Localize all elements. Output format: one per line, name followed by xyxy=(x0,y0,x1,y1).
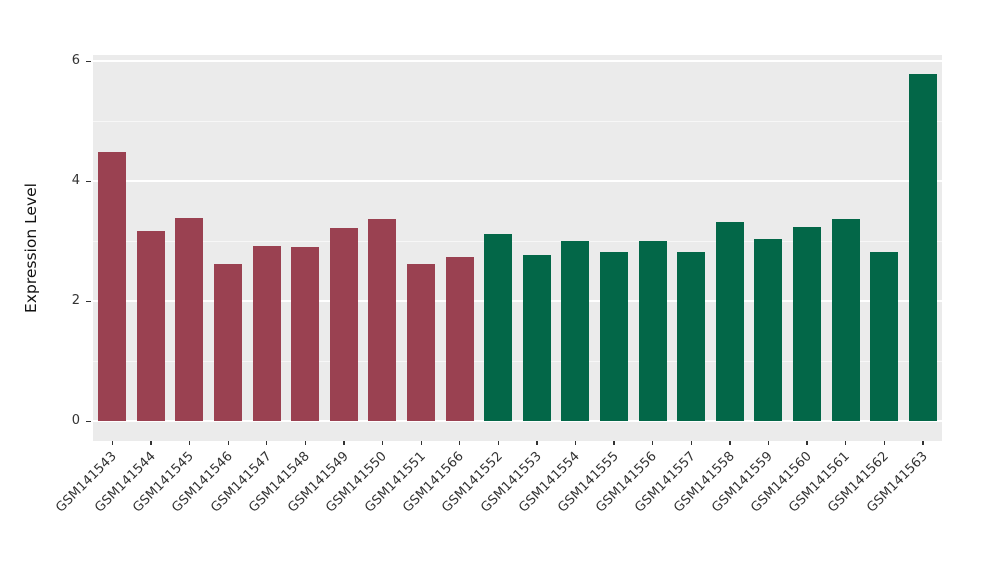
y-axis: 0 2 4 6 xyxy=(0,53,93,441)
x-tick-mark xyxy=(536,441,538,445)
x-tick-mark xyxy=(188,441,191,445)
bar-GSM141557 xyxy=(677,251,706,421)
bar-GSM141550 xyxy=(368,219,397,421)
plot-panel xyxy=(93,55,942,441)
y-tick-label: 4 xyxy=(71,173,80,188)
x-tick-mark xyxy=(343,441,345,445)
x-tick-mark xyxy=(459,441,461,445)
gridline-minor xyxy=(93,360,942,362)
gridline-major xyxy=(93,420,942,422)
bar-GSM141547 xyxy=(252,245,281,421)
bar-GSM141546 xyxy=(214,263,243,421)
x-tick-mark xyxy=(227,441,229,445)
x-tick-mark xyxy=(652,441,654,445)
bar-GSM141544 xyxy=(136,231,165,421)
bar-GSM141554 xyxy=(561,241,590,421)
y-tick-mark xyxy=(86,301,91,303)
bar-GSM141566 xyxy=(445,256,474,421)
x-tick-mark xyxy=(729,441,731,445)
bar-GSM141560 xyxy=(792,227,821,421)
x-axis: GSM141543 GSM141544 GSM141545 GSM141546 GSM1… xyxy=(53,441,942,571)
x-tick-mark xyxy=(883,441,885,445)
bar-GSM141549 xyxy=(329,227,358,421)
bar-GSM141559 xyxy=(754,239,783,421)
bar-GSM141548 xyxy=(291,247,320,421)
bar-GSM141555 xyxy=(599,251,628,421)
x-tick-mark xyxy=(266,441,268,445)
bar-GSM141562 xyxy=(870,252,899,421)
y-tick-mark xyxy=(86,61,91,63)
bar-GSM141545 xyxy=(175,218,204,421)
x-tick-mark xyxy=(111,441,114,445)
y-tick-label: 0 xyxy=(71,413,80,428)
gridline-major xyxy=(93,300,942,302)
bar-GSM141553 xyxy=(522,255,551,421)
bar-GSM141563 xyxy=(908,73,937,421)
y-tick-label: 6 xyxy=(71,53,80,68)
y-tick-mark xyxy=(86,421,91,423)
gridline-major xyxy=(93,180,942,182)
gridline-minor xyxy=(93,240,942,242)
x-tick-mark xyxy=(574,441,577,445)
x-tick-mark xyxy=(845,441,847,445)
gridline-major xyxy=(93,60,942,62)
bar-GSM141561 xyxy=(831,218,860,421)
y-tick-label: 2 xyxy=(71,293,80,308)
x-tick-mark xyxy=(304,441,307,445)
gridline-minor xyxy=(93,120,942,122)
y-tick-mark xyxy=(86,181,91,183)
bar-GSM141551 xyxy=(407,263,436,421)
x-tick-mark xyxy=(420,441,422,445)
bar-GSM141558 xyxy=(715,221,744,421)
bar-GSM141552 xyxy=(484,234,513,421)
x-tick-mark xyxy=(381,441,384,445)
x-tick-mark xyxy=(767,441,770,445)
x-tick-mark xyxy=(497,441,499,445)
bar-GSM141543 xyxy=(98,152,127,421)
x-tick-mark xyxy=(690,441,692,445)
x-tick-mark xyxy=(922,441,924,445)
bar-GSM141556 xyxy=(638,241,667,421)
x-tick-mark xyxy=(613,441,615,445)
x-tick-mark xyxy=(806,441,808,445)
x-tick-mark xyxy=(150,441,152,445)
